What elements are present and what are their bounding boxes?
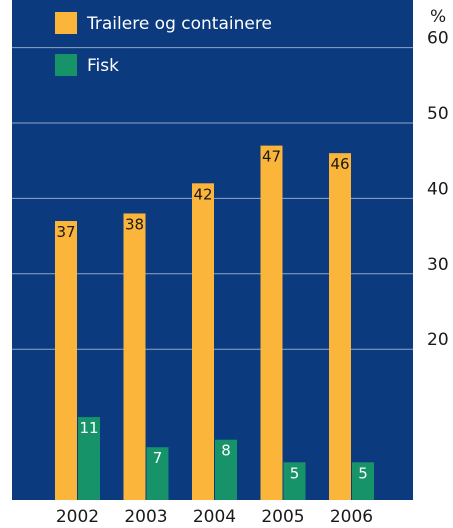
bar-fisk-2003: [146, 447, 169, 500]
bar-value-label: 7: [153, 449, 163, 467]
y-tick-label: 50: [427, 104, 449, 124]
bar-value-label: 5: [290, 464, 300, 482]
bar-value-label: 8: [221, 442, 231, 460]
bar-trailere-og-containere-2004: [192, 183, 214, 500]
x-axis-ticks: 2002 2003 2004 2005 2006: [56, 507, 373, 527]
bar-value-label: 46: [330, 155, 349, 173]
bar-fisk-2002: [78, 417, 100, 500]
bar-trailere-og-containere-2005: [260, 145, 283, 500]
x-tick-label: 2005: [261, 507, 304, 527]
bar-value-label: 38: [125, 215, 144, 233]
y-tick-label: 20: [427, 330, 449, 350]
x-tick-label: 2003: [124, 507, 167, 527]
y-tick-label: 60: [427, 29, 449, 49]
bar-value-label: 37: [56, 223, 75, 241]
legend-swatch: [55, 54, 77, 76]
legend-swatch: [55, 12, 77, 34]
legend-label: Fisk: [87, 56, 119, 76]
bars: [55, 145, 374, 501]
legend-label: Trailere og containere: [86, 14, 272, 34]
bar-trailere-og-containere-2006: [329, 153, 351, 500]
y-tick-label: 30: [427, 255, 449, 275]
legend: Trailere og containere Fisk: [55, 12, 272, 76]
x-tick-label: 2006: [330, 507, 373, 527]
x-tick-label: 2002: [56, 507, 99, 527]
bar-value-label: 42: [193, 185, 212, 203]
bar-fisk-2006: [352, 462, 374, 500]
x-tick-label: 2004: [193, 507, 236, 527]
y-axis-unit-label: %: [430, 7, 446, 27]
y-tick-label: 40: [427, 179, 449, 199]
bar-trailere-og-containere-2002: [55, 221, 77, 500]
y-axis-ticks: 20 30 40 50 60: [427, 29, 449, 351]
bar-labels: 37 38 42 47 46 11 7 8 5 5: [56, 148, 367, 483]
bar-trailere-og-containere-2003: [123, 213, 146, 501]
bar-value-label: 5: [358, 464, 368, 482]
bar-value-label: 47: [262, 148, 281, 166]
bar-fisk-2004: [215, 439, 237, 500]
bar-fisk-2005: [283, 462, 306, 500]
gridlines: [12, 47, 436, 350]
bar-value-label: 11: [79, 419, 98, 437]
